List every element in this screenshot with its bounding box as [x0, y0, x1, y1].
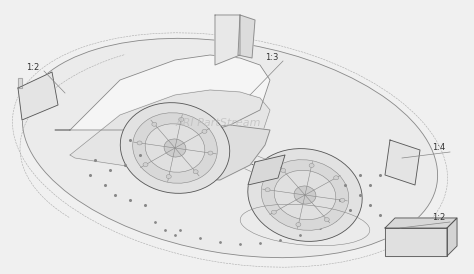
Ellipse shape	[145, 124, 205, 172]
Polygon shape	[155, 125, 270, 180]
Ellipse shape	[334, 176, 338, 180]
Ellipse shape	[179, 118, 184, 121]
Text: ARI PartStream: ARI PartStream	[175, 118, 261, 128]
Ellipse shape	[261, 160, 349, 230]
Polygon shape	[238, 15, 255, 58]
Text: 1:4: 1:4	[432, 144, 445, 153]
Polygon shape	[215, 15, 240, 65]
Polygon shape	[385, 218, 457, 228]
Ellipse shape	[296, 222, 301, 227]
Polygon shape	[55, 55, 270, 130]
Ellipse shape	[208, 151, 213, 155]
Ellipse shape	[340, 198, 345, 202]
Text: 1:2: 1:2	[432, 213, 445, 222]
Ellipse shape	[193, 170, 198, 174]
Ellipse shape	[294, 186, 316, 204]
Ellipse shape	[152, 122, 157, 126]
Ellipse shape	[309, 164, 314, 167]
Ellipse shape	[143, 163, 148, 167]
Text: 1:2: 1:2	[26, 62, 39, 72]
Ellipse shape	[164, 139, 186, 157]
Ellipse shape	[324, 218, 329, 222]
Ellipse shape	[133, 113, 217, 183]
Text: 1:3: 1:3	[265, 53, 278, 61]
Ellipse shape	[281, 169, 286, 172]
Polygon shape	[70, 90, 270, 168]
Ellipse shape	[248, 149, 362, 241]
Polygon shape	[385, 140, 420, 185]
Polygon shape	[18, 72, 58, 120]
Polygon shape	[248, 155, 285, 185]
Polygon shape	[18, 78, 22, 88]
Ellipse shape	[274, 170, 336, 220]
Polygon shape	[447, 218, 457, 256]
Ellipse shape	[265, 188, 270, 192]
Ellipse shape	[166, 175, 171, 179]
Ellipse shape	[272, 210, 276, 214]
Ellipse shape	[120, 103, 230, 193]
Ellipse shape	[202, 129, 207, 133]
Ellipse shape	[137, 141, 142, 145]
Ellipse shape	[22, 38, 438, 258]
Polygon shape	[385, 228, 447, 256]
